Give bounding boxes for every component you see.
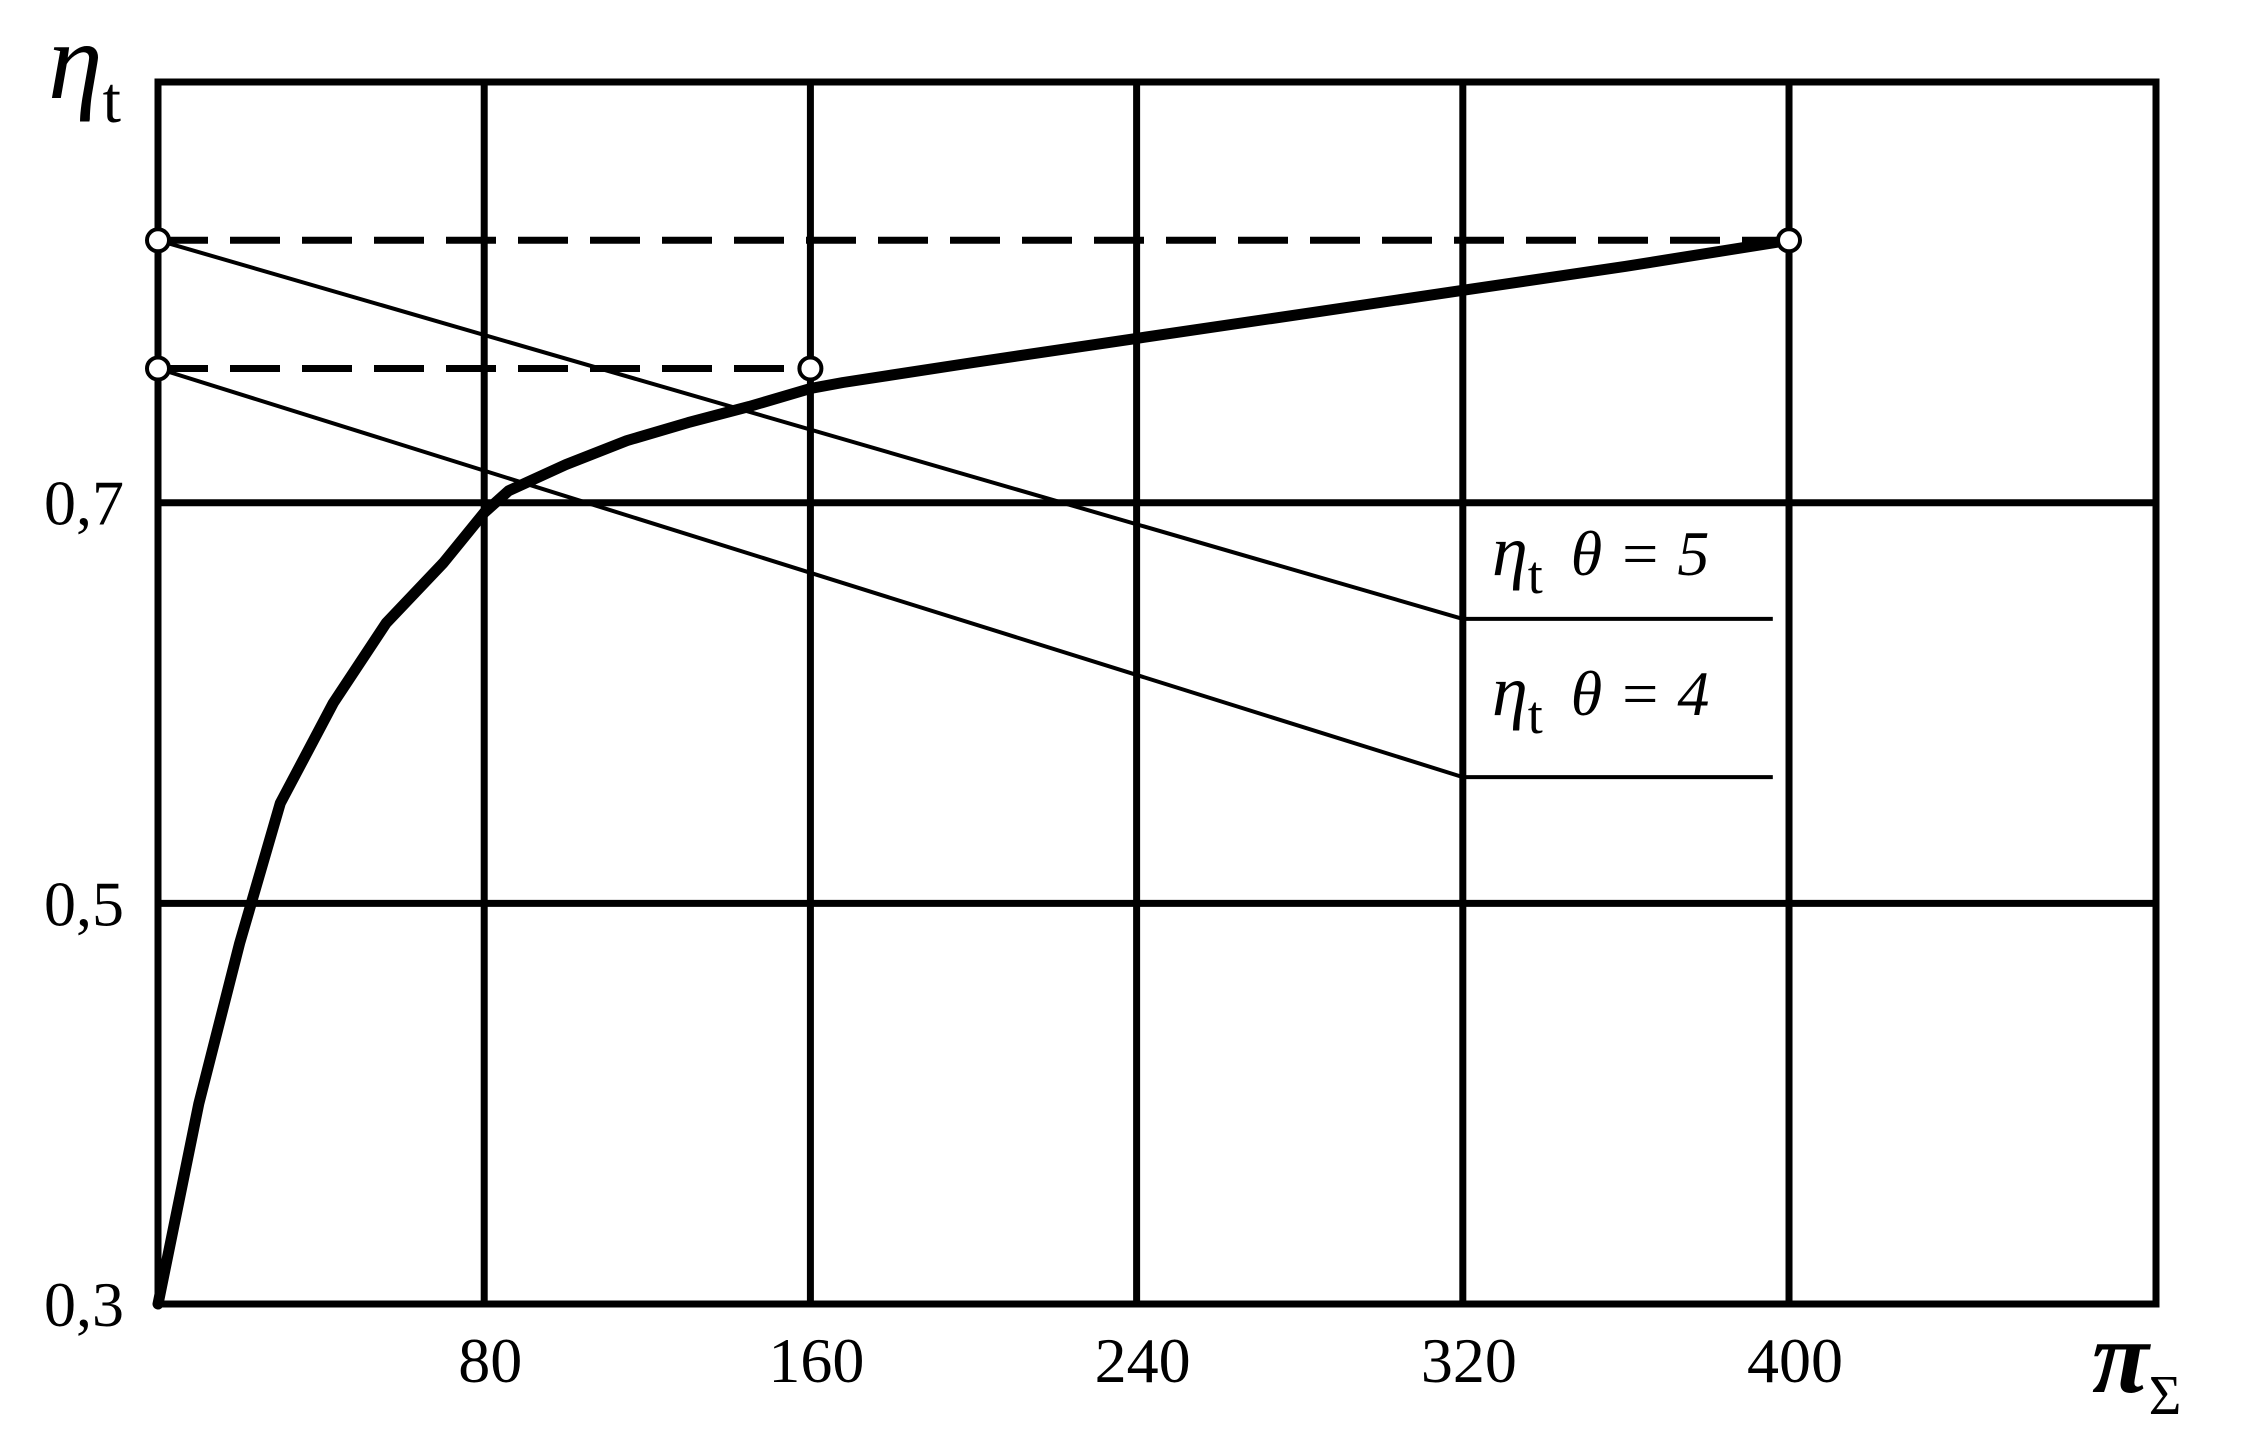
y-axis-title: ηt xyxy=(48,0,121,137)
curve-label-theta-5: ηt θ = 5 xyxy=(1492,511,1709,605)
x-tick-label-1: 160 xyxy=(768,1325,864,1396)
marker-2 xyxy=(797,355,824,382)
y-tick-label-1: 0,5 xyxy=(44,868,124,939)
series-lines xyxy=(152,234,1795,1310)
curve-label-theta-4-text: ηt θ = 4 xyxy=(1492,651,1709,745)
x-tick-label-0: 80 xyxy=(458,1325,522,1396)
x-tick-label-3: 320 xyxy=(1421,1325,1517,1396)
y-axis-subscript: t xyxy=(103,64,121,137)
marker-3 xyxy=(1776,227,1803,254)
curve-label-theta-5-text: ηt θ = 5 xyxy=(1492,511,1709,605)
curve-label-theta-4: ηt θ = 4 xyxy=(1492,651,1709,745)
curve-label-theta-5-subscript: t xyxy=(1528,545,1543,605)
marker-1 xyxy=(145,355,171,382)
reference-lines xyxy=(158,236,1790,372)
x-axis-subscript: Σ xyxy=(2149,1365,2182,1427)
curve-label-theta-4-subscript: t xyxy=(1528,685,1543,745)
curve-label-theta-5-value: θ = 5 xyxy=(1571,518,1710,589)
y-axis-symbol: η xyxy=(48,0,103,122)
x-axis-title: πΣ xyxy=(2092,1300,2181,1427)
series-line-2 xyxy=(156,366,1465,780)
marker-0 xyxy=(145,227,171,254)
markers xyxy=(145,227,1803,382)
y-tick-label-0: 0,3 xyxy=(44,1269,124,1340)
series-line-0 xyxy=(152,234,1795,1310)
x-tick-label-2: 240 xyxy=(1095,1325,1191,1396)
series-line-1 xyxy=(156,238,1465,621)
plot-frame xyxy=(154,78,2160,1308)
x-tick-label-4: 400 xyxy=(1747,1325,1843,1396)
tick-labels: 80 160 240 320 400 0,3 0,5 0,7 xyxy=(44,468,1843,1396)
curve-label-theta-4-symbol: η xyxy=(1492,651,1528,731)
x-axis-symbol: π xyxy=(2092,1300,2151,1415)
y-tick-label-2: 0,7 xyxy=(44,468,124,539)
curve-label-theta-4-value: θ = 4 xyxy=(1571,658,1710,729)
curve-label-theta-5-symbol: η xyxy=(1492,511,1528,591)
